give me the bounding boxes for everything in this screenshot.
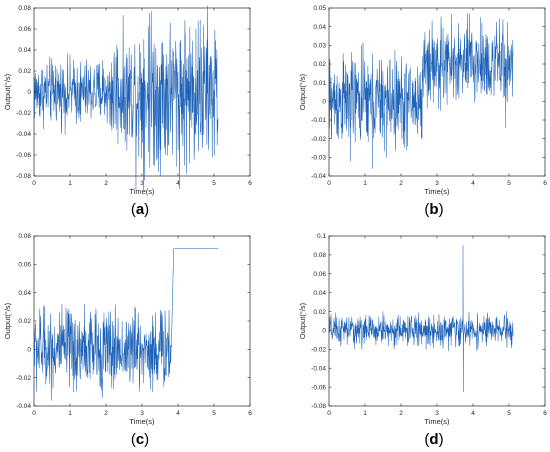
x-tick-label: 1 [68, 410, 72, 417]
y-axis-label: Output(°/s) [3, 302, 12, 339]
chart-panel-b: 0 1 2 3 4 5 6 -0.04 -0.03 -0.02 -0.01 0 0.01 0.02 0.03… [298, 5, 547, 218]
x-tick-label: 0 [32, 180, 36, 187]
panel-label: (b) [424, 201, 443, 218]
y-tick-label: 0.05 [313, 5, 326, 12]
y-tick-label: -0.04 [311, 365, 326, 372]
y-tick-label: 0 [322, 328, 326, 335]
y-tick-label: 0.1 [317, 233, 326, 240]
x-tick-label: 6 [543, 410, 547, 417]
x-tick-label: 4 [471, 180, 475, 187]
x-axis-label: Time(s) [424, 187, 450, 196]
signal-line [328, 13, 514, 169]
y-tick-label: -0.01 [311, 117, 326, 124]
y-tick-label: -0.06 [311, 384, 326, 391]
panel-label: (a) [131, 201, 149, 218]
y-tick-label: -0.04 [311, 173, 326, 180]
y-tick-label: 0.02 [313, 309, 326, 316]
y-tick-label: 0.03 [313, 43, 326, 50]
signal-line [33, 248, 219, 401]
x-tick-label: 1 [363, 180, 367, 187]
y-tick-label: 0.06 [18, 26, 31, 33]
y-tick-label: 0.02 [18, 68, 31, 75]
y-axis-label: Output(°/s) [298, 302, 307, 339]
y-tick-label: -0.02 [16, 375, 31, 382]
y-tick-label: 0.02 [18, 318, 31, 325]
y-tick-label: -0.04 [16, 131, 31, 138]
y-tick-label: 0.08 [313, 252, 326, 259]
x-tick-label: 0 [327, 410, 331, 417]
x-tick-label: 6 [248, 410, 252, 417]
y-tick-label: -0.04 [16, 403, 31, 410]
y-tick-label: 0.08 [18, 233, 31, 240]
y-tick-label: 0.08 [18, 5, 31, 12]
x-axis-label: Time(s) [129, 417, 155, 426]
y-tick-label: 0 [27, 89, 31, 96]
x-tick-label: 2 [399, 180, 403, 187]
x-tick-label: 4 [176, 180, 180, 187]
y-tick-label: 0.01 [313, 80, 326, 87]
x-tick-label: 5 [507, 180, 511, 187]
y-tick-label: 0.02 [313, 61, 326, 68]
x-tick-label: 1 [363, 410, 367, 417]
y-tick-label: -0.06 [16, 152, 31, 159]
x-tick-label: 2 [399, 410, 403, 417]
x-tick-label: 2 [104, 410, 108, 417]
signal-line [328, 245, 514, 393]
x-tick-label: 5 [507, 410, 511, 417]
x-tick-label: 4 [176, 410, 180, 417]
y-tick-label: 0.06 [313, 271, 326, 278]
y-tick-label: -0.02 [311, 347, 326, 354]
chart-panel-d: 0 1 2 3 4 5 6 -0.08 -0.06 -0.04 -0.02 0 0.02 0.04 0.06… [298, 233, 547, 448]
x-tick-label: 6 [248, 180, 252, 187]
y-tick-label: 0 [322, 99, 326, 106]
y-tick-label: 0.06 [18, 262, 31, 269]
x-tick-label: 5 [212, 410, 216, 417]
y-axis-label: Output(°/s) [298, 73, 307, 110]
chart-panel-c: 0 1 2 3 4 5 6 -0.04 -0.02 0 0.02 0.04 0.06 0.08 Time(s… [3, 233, 252, 448]
x-tick-label: 4 [471, 410, 475, 417]
chart-panels: 0 1 2 3 4 5 6 -0.08 -0.06 -0.04 -0.02 0 0.02 0.04 0.06… [3, 5, 547, 448]
y-tick-label: -0.03 [311, 155, 326, 162]
y-tick-label: -0.02 [311, 136, 326, 143]
x-tick-label: 1 [68, 180, 72, 187]
x-tick-label: 3 [435, 180, 439, 187]
y-tick-label: 0.04 [313, 24, 326, 31]
y-tick-label: -0.08 [16, 173, 31, 180]
x-tick-label: 6 [543, 180, 547, 187]
x-tick-label: 0 [32, 410, 36, 417]
y-tick-label: 0.04 [18, 290, 31, 297]
x-tick-label: 2 [104, 180, 108, 187]
x-tick-label: 3 [140, 180, 144, 187]
y-tick-label: -0.08 [311, 403, 326, 410]
x-tick-label: 0 [327, 180, 331, 187]
y-axis-label: Output(°/s) [3, 73, 12, 110]
y-tick-label: -0.02 [16, 110, 31, 117]
x-axis-label: Time(s) [129, 187, 155, 196]
x-axis-label: Time(s) [424, 417, 450, 426]
y-tick-label: 0.04 [18, 47, 31, 54]
chart-panel-a: 0 1 2 3 4 5 6 -0.08 -0.06 -0.04 -0.02 0 0.02 0.04 0.06… [3, 5, 252, 218]
y-tick-label: 0 [27, 347, 31, 354]
signal-line [33, 5, 219, 191]
panel-label: (c) [131, 431, 149, 448]
panel-label: (d) [424, 431, 443, 448]
x-tick-label: 3 [140, 410, 144, 417]
x-tick-label: 3 [435, 410, 439, 417]
x-tick-label: 5 [212, 180, 216, 187]
y-tick-label: 0.04 [313, 290, 326, 297]
